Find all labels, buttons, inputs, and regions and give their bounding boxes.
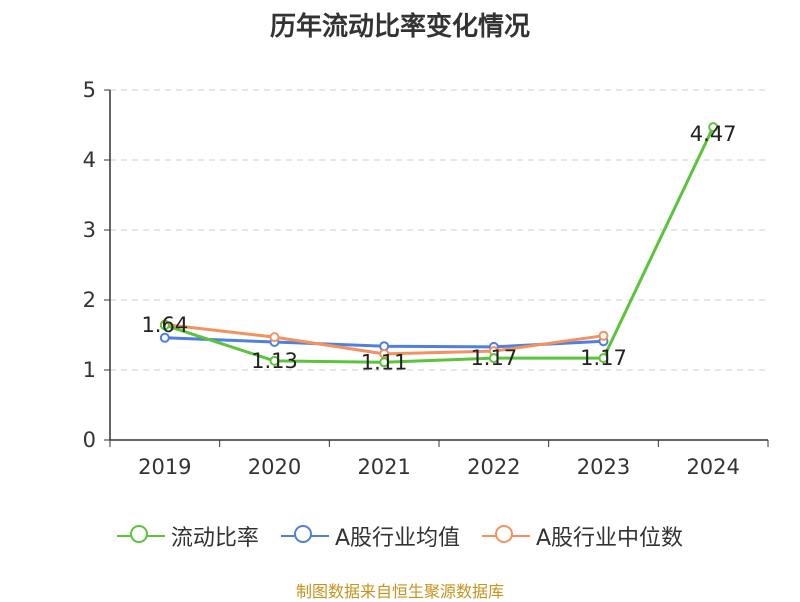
x-tick-label: 2019 xyxy=(138,455,191,479)
series-point-0 xyxy=(708,122,719,133)
legend-label-industry-median: A股行业中位数 xyxy=(536,526,684,551)
series-point-0 xyxy=(488,353,499,364)
y-tick-label: 3 xyxy=(83,218,96,242)
y-tick-label: 2 xyxy=(83,288,96,312)
x-tick-label: 2021 xyxy=(357,455,410,479)
data-label: 1.17 xyxy=(580,346,627,370)
data-label: 4.47 xyxy=(690,122,737,146)
legend-label-current-ratio: 流动比率 xyxy=(170,526,259,551)
series-point-0 xyxy=(598,353,609,364)
y-tick-label: 5 xyxy=(83,78,96,102)
data-label: 1.11 xyxy=(361,350,408,374)
legend-item-current-ratio[interactable]: 流动比率 xyxy=(116,520,259,552)
x-tick-label: 2020 xyxy=(248,455,301,479)
legend: 流动比率 A股行业均值 A股行业中位数 xyxy=(0,520,800,552)
series-point-0 xyxy=(379,357,390,368)
series-point-2 xyxy=(598,330,609,341)
legend-item-industry-median[interactable]: A股行业中位数 xyxy=(482,520,683,552)
series-line-0 xyxy=(164,126,715,364)
data-label: 1.17 xyxy=(470,346,517,370)
series-point-2 xyxy=(269,332,280,343)
legend-swatch-current-ratio xyxy=(116,523,165,549)
data-source-note: 制图数据来自恒生聚源数据库 xyxy=(295,582,504,601)
data-label: 1.64 xyxy=(141,313,188,337)
legend-swatch-industry-median xyxy=(482,523,530,549)
series-point-0 xyxy=(269,355,280,366)
legend-label-industry-mean: A股行业均值 xyxy=(334,526,460,551)
y-tick-label: 1 xyxy=(83,358,96,382)
series-point-1 xyxy=(159,332,170,343)
chart-title: 历年流动比率变化情况 xyxy=(269,12,530,42)
x-tick-label: 2023 xyxy=(577,455,630,479)
y-tick-label: 4 xyxy=(83,148,96,172)
legend-item-industry-mean[interactable]: A股行业均值 xyxy=(280,520,460,552)
x-tick-label: 2024 xyxy=(686,455,739,479)
y-tick-label: 0 xyxy=(83,428,96,452)
series-point-0 xyxy=(159,320,170,331)
legend-swatch-industry-mean xyxy=(280,523,329,549)
x-tick-label: 2022 xyxy=(467,455,520,479)
data-label: 1.13 xyxy=(251,349,298,373)
